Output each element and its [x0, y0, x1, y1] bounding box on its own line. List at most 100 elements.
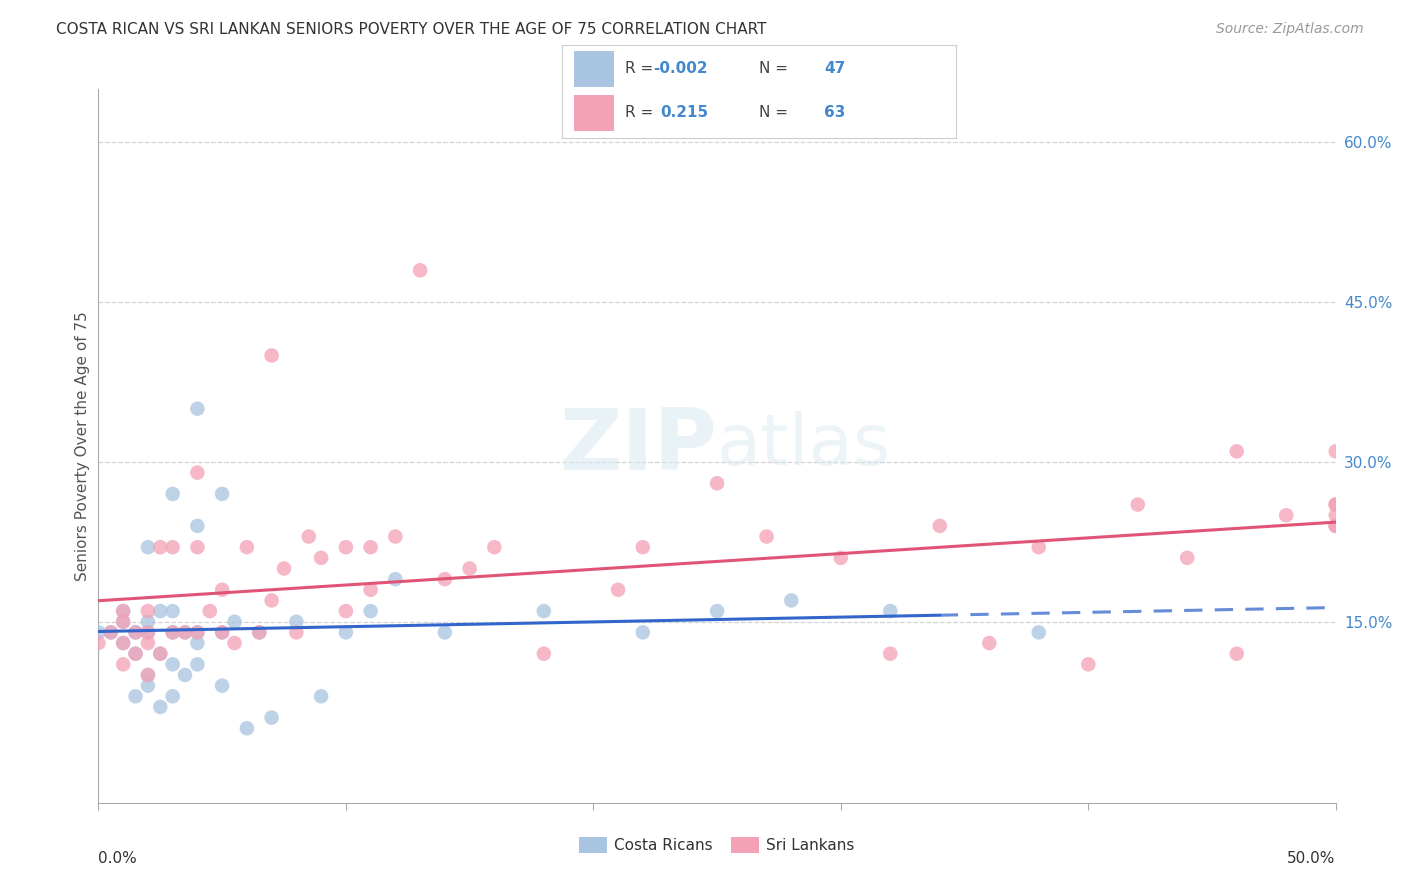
Point	[136, 668, 159, 682]
Point	[1324, 498, 1347, 512]
Point	[1275, 508, 1298, 523]
Point	[112, 636, 135, 650]
Point	[136, 636, 159, 650]
Point	[879, 604, 901, 618]
Point	[112, 615, 135, 629]
Point	[100, 625, 122, 640]
Point	[433, 625, 456, 640]
Point	[260, 710, 283, 724]
Point	[136, 679, 159, 693]
Point	[112, 657, 135, 672]
Bar	[574, 51, 613, 87]
Point	[1324, 444, 1347, 458]
Text: Source: ZipAtlas.com: Source: ZipAtlas.com	[1216, 22, 1364, 37]
Point	[285, 615, 308, 629]
Point	[1226, 444, 1249, 458]
Point	[124, 625, 146, 640]
Point	[1126, 498, 1149, 512]
Point	[162, 540, 184, 554]
Point	[186, 519, 208, 533]
Point	[124, 625, 146, 640]
Point	[755, 529, 778, 543]
Text: R =: R =	[626, 105, 654, 120]
Point	[1226, 647, 1249, 661]
Text: N =: N =	[759, 62, 789, 77]
Text: atlas: atlas	[717, 411, 891, 481]
Point	[100, 625, 122, 640]
Point	[706, 476, 728, 491]
Point	[335, 625, 357, 640]
Point	[211, 679, 233, 693]
Point	[631, 540, 654, 554]
Point	[136, 668, 159, 682]
Point	[285, 625, 308, 640]
Point	[1028, 625, 1050, 640]
Point	[162, 657, 184, 672]
Point	[136, 604, 159, 618]
Point	[112, 604, 135, 618]
Point	[136, 540, 159, 554]
Point	[260, 593, 283, 607]
Point	[149, 700, 172, 714]
Point	[224, 636, 246, 650]
Point	[186, 625, 208, 640]
Point	[162, 625, 184, 640]
Point	[631, 625, 654, 640]
Point	[149, 647, 172, 661]
Point	[136, 615, 159, 629]
Point	[112, 615, 135, 629]
Point	[1324, 508, 1347, 523]
Bar	[574, 95, 613, 131]
Point	[706, 604, 728, 618]
Point	[409, 263, 432, 277]
Point	[174, 625, 197, 640]
Point	[335, 604, 357, 618]
Point	[124, 647, 146, 661]
Point	[211, 582, 233, 597]
Text: 0.215: 0.215	[659, 105, 709, 120]
Point	[186, 657, 208, 672]
Point	[186, 636, 208, 650]
Point	[458, 561, 481, 575]
Point	[186, 401, 208, 416]
Point	[360, 540, 382, 554]
Point	[384, 572, 406, 586]
Point	[112, 604, 135, 618]
Point	[112, 636, 135, 650]
Text: ZIP: ZIP	[560, 404, 717, 488]
Point	[149, 604, 172, 618]
Point	[162, 625, 184, 640]
Point	[484, 540, 506, 554]
Legend: Costa Ricans, Sri Lankans: Costa Ricans, Sri Lankans	[574, 830, 860, 859]
Point	[309, 690, 332, 704]
Text: -0.002: -0.002	[654, 62, 709, 77]
Text: R =: R =	[626, 62, 654, 77]
Point	[1077, 657, 1099, 672]
Point	[211, 625, 233, 640]
Y-axis label: Seniors Poverty Over the Age of 75: Seniors Poverty Over the Age of 75	[75, 311, 90, 581]
Point	[124, 690, 146, 704]
Point	[384, 529, 406, 543]
Point	[335, 540, 357, 554]
Point	[360, 582, 382, 597]
Point	[780, 593, 803, 607]
Point	[247, 625, 270, 640]
Point	[928, 519, 950, 533]
Point	[186, 540, 208, 554]
Point	[879, 647, 901, 661]
Point	[1324, 519, 1347, 533]
Text: 63: 63	[824, 105, 846, 120]
Point	[309, 550, 332, 565]
Point	[211, 487, 233, 501]
Point	[186, 625, 208, 640]
Point	[149, 540, 172, 554]
Point	[162, 487, 184, 501]
Point	[1175, 550, 1198, 565]
Point	[236, 540, 259, 554]
Point	[174, 668, 197, 682]
Point	[607, 582, 630, 597]
Point	[136, 625, 159, 640]
Point	[360, 604, 382, 618]
Point	[979, 636, 1001, 650]
Point	[124, 647, 146, 661]
